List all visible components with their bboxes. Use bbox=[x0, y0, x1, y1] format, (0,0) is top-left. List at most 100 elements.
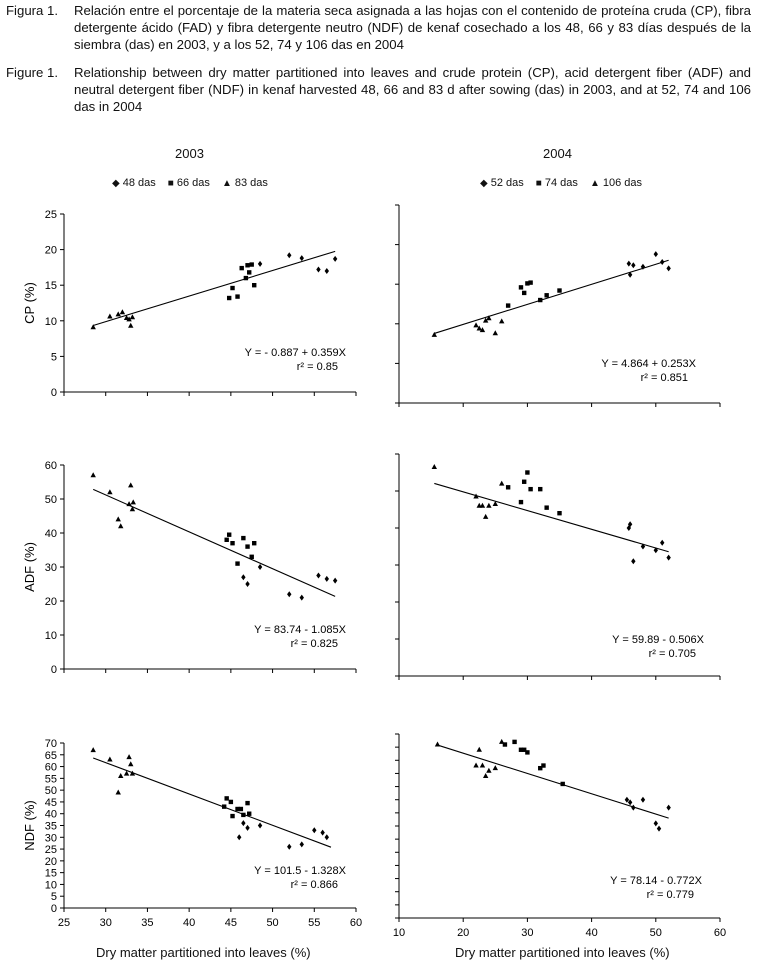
y-tick-label: 10 bbox=[45, 879, 57, 891]
data-point-square bbox=[521, 747, 527, 752]
y-tick-label: 5 bbox=[51, 891, 57, 903]
r-squared-label: r² = 0.705 bbox=[649, 648, 696, 660]
data-point-square bbox=[525, 750, 530, 755]
y-tick-label: 50 bbox=[45, 494, 57, 506]
data-point-diamond bbox=[627, 271, 633, 278]
data-point-triangle bbox=[128, 761, 134, 767]
data-point-square bbox=[243, 275, 249, 281]
x-tick-label: 30 bbox=[521, 927, 533, 939]
data-point-triangle bbox=[128, 322, 134, 328]
data-point-triangle bbox=[486, 767, 492, 773]
data-point-diamond bbox=[257, 260, 263, 267]
data-point-square bbox=[544, 293, 549, 298]
data-point-square bbox=[249, 554, 254, 559]
data-point-triangle bbox=[473, 762, 479, 768]
data-point-triangle bbox=[129, 770, 136, 776]
data-point-square bbox=[525, 281, 530, 286]
data-point-diamond bbox=[299, 594, 304, 601]
data-point-square bbox=[521, 290, 527, 296]
data-point-diamond bbox=[653, 251, 658, 258]
data-point-triangle bbox=[115, 516, 121, 522]
y-tick-label: 45 bbox=[45, 797, 57, 809]
data-point-diamond bbox=[320, 829, 325, 836]
data-point-triangle bbox=[118, 523, 124, 529]
data-point-triangle bbox=[130, 499, 136, 505]
regression-equation: Y = - 0.887 + 0.359X bbox=[245, 347, 347, 359]
legend-entry: ◆ 52 das bbox=[480, 177, 524, 189]
diamond-marker-icon: ◆ bbox=[112, 178, 120, 189]
column-title-2004: 2004 bbox=[543, 146, 572, 161]
data-point-square bbox=[541, 763, 546, 768]
x-axis-label-left: Dry matter partitioned into leaves (%) bbox=[96, 945, 311, 960]
data-point-triangle bbox=[107, 756, 113, 762]
data-point-square bbox=[247, 270, 252, 275]
scatter-panel-2: Y = 4.864 + 0.253X r² = 0.851 bbox=[395, 204, 721, 407]
x-axis-label-right: Dry matter partitioned into leaves (%) bbox=[455, 945, 670, 960]
caption-english: Figure 1. Relationship between dry matte… bbox=[6, 64, 751, 115]
y-tick-label: 20 bbox=[45, 856, 57, 868]
data-point-diamond bbox=[241, 574, 246, 581]
data-point-square bbox=[252, 283, 257, 288]
data-point-triangle bbox=[476, 746, 482, 752]
legend-entry: ■ 66 das bbox=[168, 177, 210, 189]
y-tick-label: 35 bbox=[45, 821, 57, 833]
data-point-square bbox=[235, 806, 240, 812]
data-point-square bbox=[245, 800, 250, 806]
data-point-triangle bbox=[482, 317, 489, 323]
y-axis-label: NDF (%) bbox=[22, 800, 37, 851]
data-point-diamond bbox=[287, 591, 292, 598]
y-tick-label: 10 bbox=[45, 630, 57, 642]
data-point-triangle bbox=[473, 322, 479, 328]
data-point-square bbox=[521, 479, 527, 484]
data-point-triangle bbox=[473, 493, 479, 499]
data-point-square bbox=[224, 537, 229, 542]
data-point-square bbox=[226, 532, 232, 537]
y-tick-label: 30 bbox=[45, 832, 57, 844]
data-point-diamond bbox=[640, 543, 646, 550]
data-point-square bbox=[238, 806, 244, 812]
regression-line bbox=[92, 488, 336, 597]
data-point-triangle bbox=[126, 754, 132, 760]
x-tick-label: 55 bbox=[308, 917, 320, 929]
data-point-square bbox=[505, 303, 511, 308]
y-tick-label: 55 bbox=[45, 773, 57, 785]
r-squared-label: r² = 0.85 bbox=[297, 361, 338, 373]
data-point-diamond bbox=[245, 581, 250, 587]
regression-line bbox=[93, 757, 332, 848]
r-squared-label: r² = 0.851 bbox=[641, 372, 688, 384]
regression-equation: Y = 4.864 + 0.253X bbox=[601, 358, 696, 370]
legend-label: 48 das bbox=[122, 177, 156, 189]
x-tick-label: 50 bbox=[650, 927, 662, 939]
data-point-square bbox=[538, 486, 543, 492]
data-point-square bbox=[528, 280, 533, 285]
legend-entry: ▲ 83 das bbox=[222, 177, 268, 189]
data-point-square bbox=[245, 544, 250, 549]
regression-equation: Y = 101.5 - 1.328X bbox=[254, 865, 347, 877]
caption-label: Figure 1. bbox=[6, 65, 59, 80]
x-tick-label: 45 bbox=[225, 917, 237, 929]
x-tick-label: 35 bbox=[141, 917, 153, 929]
x-tick-label: 10 bbox=[393, 927, 405, 939]
y-tick-label: 60 bbox=[45, 762, 57, 774]
regression-equation: Y = 78.14 - 0.772X bbox=[610, 875, 703, 887]
legend-label: 83 das bbox=[234, 177, 268, 189]
regression-line bbox=[434, 259, 669, 334]
data-point-square bbox=[230, 285, 235, 291]
data-point-square bbox=[518, 285, 524, 290]
data-point-square bbox=[239, 265, 244, 271]
data-point-diamond bbox=[257, 822, 263, 829]
y-tick-label: 15 bbox=[45, 868, 57, 880]
legend-entry: ▲ 106 das bbox=[590, 177, 642, 189]
y-tick-label: 25 bbox=[45, 844, 57, 856]
legend-label: 66 das bbox=[176, 177, 210, 189]
data-point-triangle bbox=[492, 765, 498, 771]
data-point-triangle bbox=[129, 506, 136, 512]
y-tick-label: 40 bbox=[45, 809, 57, 821]
data-point-diamond bbox=[257, 564, 263, 570]
data-point-triangle bbox=[90, 472, 96, 478]
data-point-square bbox=[235, 561, 240, 566]
y-tick-label: 20 bbox=[45, 245, 57, 257]
data-point-triangle bbox=[499, 480, 505, 486]
data-point-diamond bbox=[660, 259, 665, 266]
data-point-square bbox=[505, 485, 511, 490]
